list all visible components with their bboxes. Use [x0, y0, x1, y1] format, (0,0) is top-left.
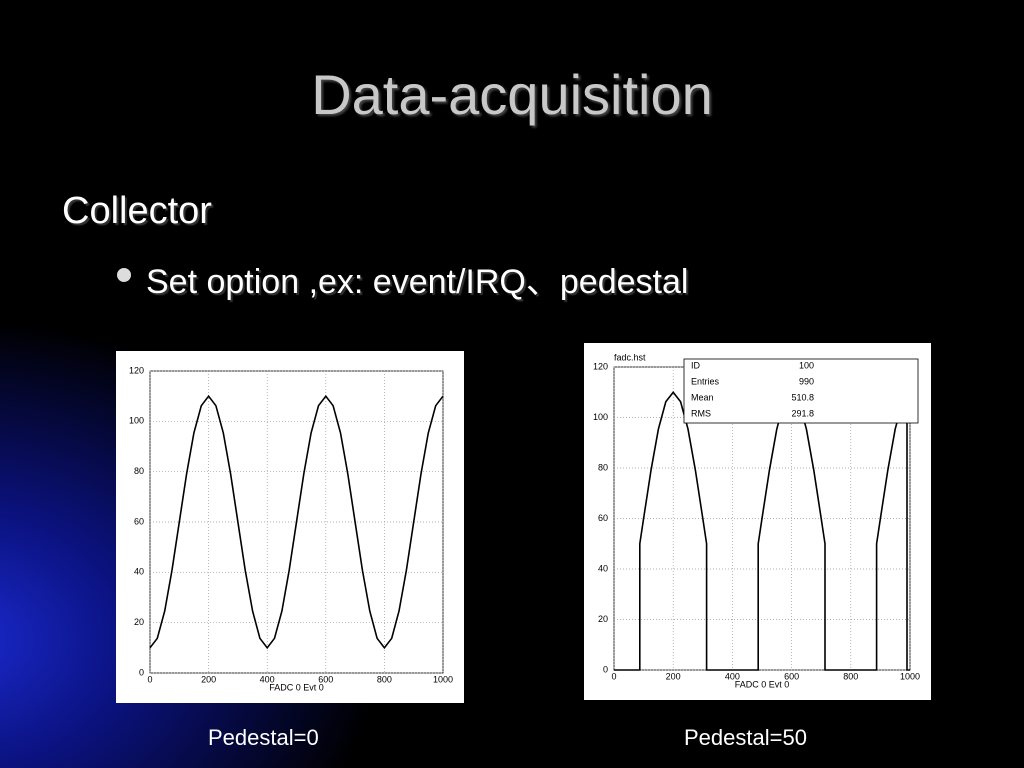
y-tick-label: 0 — [139, 667, 144, 677]
caption: Pedestal=0 — [208, 725, 319, 750]
y-tick-label: 60 — [598, 513, 608, 523]
stats-label: Mean — [691, 392, 714, 402]
data-line — [149, 394, 444, 650]
y-tick-label: 40 — [134, 567, 144, 577]
bullet-dot — [117, 268, 131, 282]
x-tick-label: 1000 — [900, 671, 920, 681]
x-tick-label: 600 — [784, 671, 799, 681]
stats-label: ID — [691, 360, 701, 370]
y-tick-label: 20 — [134, 617, 144, 627]
x-tick-label: 800 — [377, 674, 392, 684]
y-tick-label: 100 — [593, 412, 608, 422]
x-tick-label: 400 — [260, 674, 275, 684]
stats-label: Entries — [691, 376, 720, 386]
y-tick-label: 0 — [603, 664, 608, 674]
heading: Collector — [62, 190, 212, 232]
data-line — [614, 390, 910, 671]
x-axis-title: FADC 0 Evt 0 — [735, 679, 790, 689]
stats-value: 291.8 — [791, 408, 814, 418]
stats-box — [683, 358, 919, 424]
y-tick-label: 120 — [129, 365, 144, 375]
x-tick-label: 0 — [147, 674, 152, 684]
y-tick-label: 20 — [598, 614, 608, 624]
x-tick-label: 800 — [843, 671, 858, 681]
bullet-text: Set option ,ex: event/IRQ、pedestal — [146, 263, 689, 301]
y-tick-label: 60 — [134, 516, 144, 526]
stats-label: RMS — [691, 408, 711, 418]
x-tick-label: 200 — [201, 674, 216, 684]
stats-value: 510.8 — [791, 392, 814, 402]
stats-value: 100 — [799, 360, 814, 370]
x-tick-label: 600 — [318, 674, 333, 684]
y-tick-label: 100 — [129, 416, 144, 426]
y-tick-label: 40 — [598, 563, 608, 573]
x-axis-title: FADC 0 Evt 0 — [269, 682, 324, 692]
x-tick-label: 1000 — [433, 674, 453, 684]
x-tick-label: 400 — [725, 671, 740, 681]
chart-title: fadc.hst — [614, 352, 646, 362]
slide-title: Data-acquisition — [311, 63, 713, 126]
x-tick-label: 0 — [611, 671, 616, 681]
chart-panel — [116, 351, 464, 703]
y-tick-label: 120 — [593, 361, 608, 371]
y-tick-label: 80 — [134, 466, 144, 476]
x-tick-label: 200 — [666, 671, 681, 681]
y-tick-label: 80 — [598, 462, 608, 472]
stats-value: 990 — [799, 376, 814, 386]
caption: Pedestal=50 — [684, 725, 807, 750]
